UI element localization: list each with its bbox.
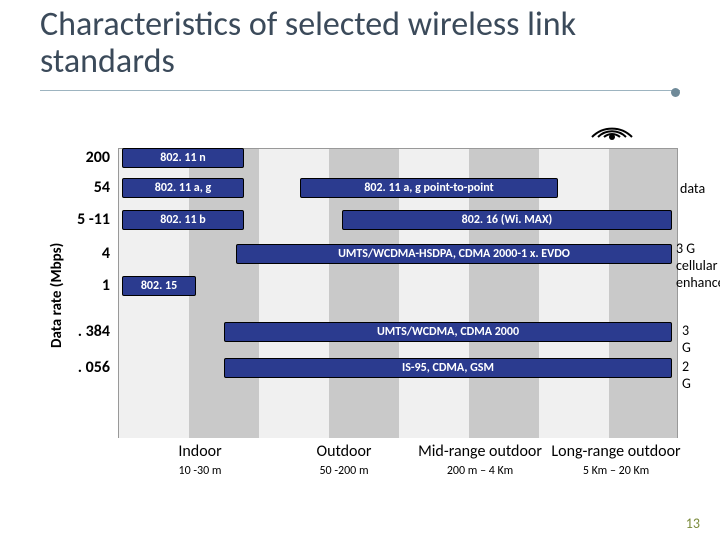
x-category-sublabel: 50 -200 m: [274, 464, 414, 478]
data-bar: 802. 11 a, g: [122, 178, 244, 198]
data-bar: UMTS/WCDMA-HSDPA, CDMA 2000-1 x. EVDO: [236, 244, 672, 264]
x-category-label: Outdoor: [274, 442, 414, 461]
x-category-sublabel: 5 Km – 20 Km: [546, 464, 686, 478]
bar-label: UMTS/WCDMA, CDMA 2000: [373, 325, 523, 339]
y-tick: 200: [40, 148, 110, 167]
y-tick: 1: [40, 276, 110, 295]
bar-label: 802. 16 (Wi. MAX): [458, 213, 557, 227]
y-tick: 5 -11: [40, 210, 110, 229]
bar-label: 802. 11 b: [156, 213, 209, 227]
y-tick: 54: [40, 178, 110, 197]
data-bar: 802. 15: [122, 276, 196, 296]
data-bar: 802. 11 n: [122, 148, 244, 168]
side-label: 3 G: [682, 322, 696, 356]
x-category-label: Indoor: [130, 442, 270, 461]
bar-label: 802. 11 a, g: [151, 181, 215, 195]
slide-number: 13: [686, 515, 700, 532]
x-category-label: Long-range outdoor: [546, 442, 686, 461]
data-bar: 802. 11 b: [122, 210, 244, 230]
data-bar: UMTS/WCDMA, CDMA 2000: [224, 322, 672, 342]
wifi-icon: [582, 112, 642, 142]
data-bar: 802. 11 a, g point-to-point: [300, 178, 558, 198]
y-tick: . 056: [40, 358, 110, 377]
data-bar: IS-95, CDMA, GSM: [224, 358, 672, 378]
side-label: 2 G: [682, 358, 696, 392]
side-label: data: [680, 180, 705, 197]
bar-label: UMTS/WCDMA-HSDPA, CDMA 2000-1 x. EVDO: [334, 247, 574, 261]
bar-label: IS-95, CDMA, GSM: [398, 361, 498, 375]
x-category-sublabel: 10 -30 m: [130, 464, 270, 478]
x-category-sublabel: 200 m – 4 Km: [410, 464, 550, 478]
data-bar: 802. 16 (Wi. MAX): [342, 210, 672, 230]
x-category-label: Mid-range outdoor: [410, 442, 550, 461]
side-label: 3 G cellular enhanced: [676, 240, 720, 291]
chart-area: Data rate (Mbps) 200545 -1141. 384. 0568…: [36, 148, 696, 478]
y-tick: 4: [40, 244, 110, 263]
bar-label: 802. 15: [137, 279, 181, 293]
slide: Characteristics of selected wireless lin…: [0, 0, 720, 540]
bar-label: 802. 11 n: [156, 151, 209, 165]
y-tick: . 384: [40, 322, 110, 341]
bar-label: 802. 11 a, g point-to-point: [360, 181, 497, 195]
title-underline: [40, 90, 680, 91]
slide-title: Characteristics of selected wireless lin…: [40, 6, 680, 81]
